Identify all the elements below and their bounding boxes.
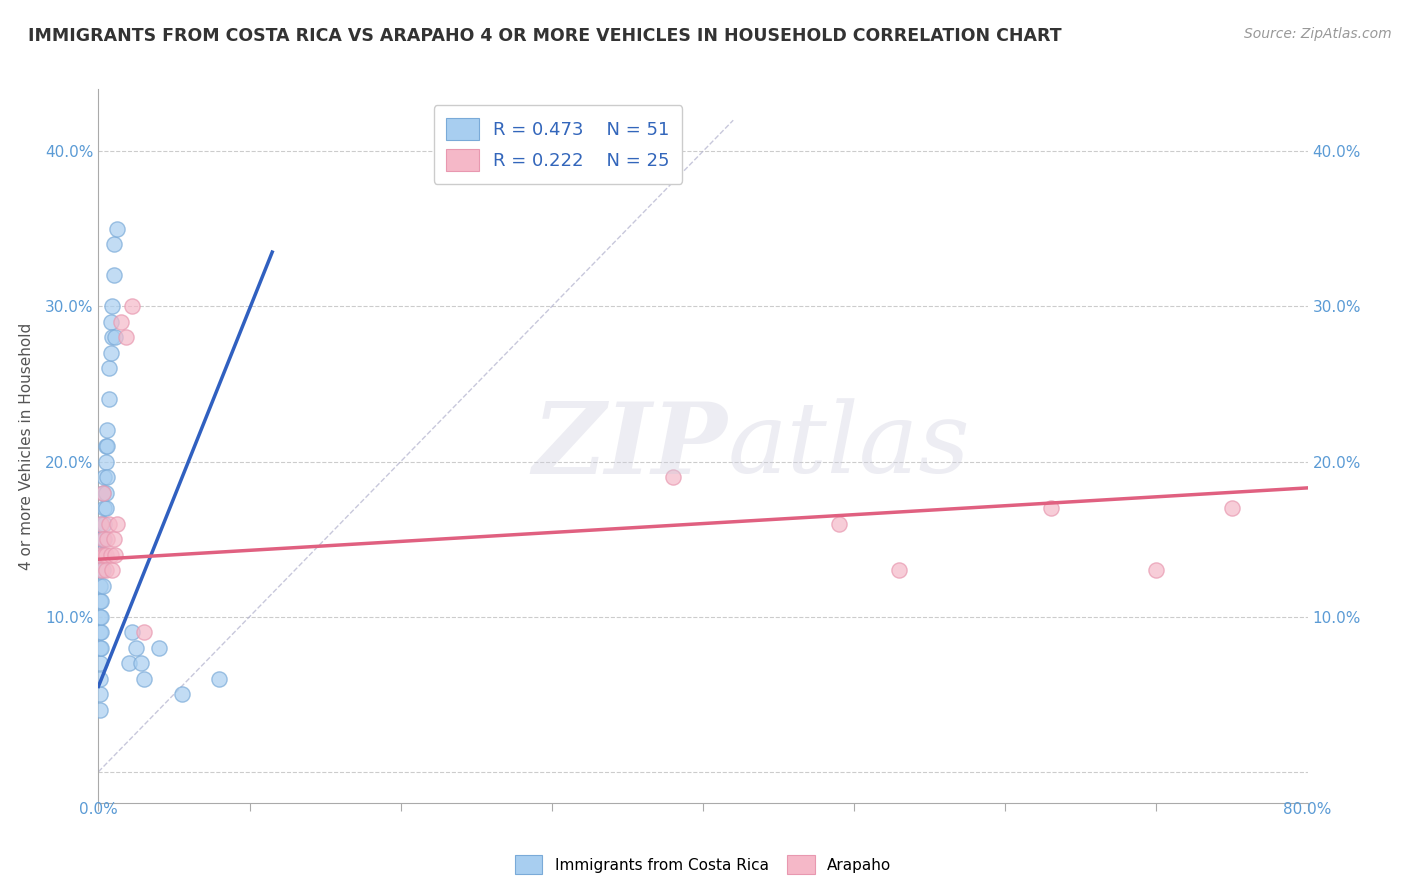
Point — [94, 439, 117, 453]
Point — [91, 548, 114, 562]
Point — [89, 548, 111, 562]
Point — [93, 532, 115, 546]
Point — [90, 640, 112, 655]
Point — [93, 470, 115, 484]
Point — [104, 548, 127, 562]
Point — [89, 640, 111, 655]
Y-axis label: 4 or more Vehicles in Household: 4 or more Vehicles in Household — [18, 322, 34, 570]
Point — [94, 501, 117, 516]
Point — [91, 563, 114, 577]
Point — [100, 346, 122, 360]
Point — [90, 563, 112, 577]
Point — [101, 299, 124, 313]
Legend: R = 0.473    N = 51, R = 0.222    N = 25: R = 0.473 N = 51, R = 0.222 N = 25 — [433, 105, 682, 184]
Text: 80.0%: 80.0% — [1284, 802, 1331, 817]
Point — [96, 424, 118, 438]
Point — [828, 516, 851, 531]
Point — [90, 594, 112, 608]
Point — [98, 361, 121, 376]
Point — [89, 656, 111, 670]
Point — [103, 268, 125, 283]
Point — [89, 609, 111, 624]
Point — [114, 330, 136, 344]
Point — [105, 222, 128, 236]
Point — [121, 299, 143, 313]
Point — [89, 579, 111, 593]
Point — [90, 516, 112, 531]
Point — [90, 516, 112, 531]
Text: ZIP: ZIP — [533, 398, 727, 494]
Point — [93, 501, 115, 516]
Point — [170, 687, 193, 701]
Point — [96, 439, 118, 453]
Point — [101, 563, 124, 577]
Point — [661, 470, 683, 484]
Point — [125, 640, 148, 655]
Point — [889, 563, 911, 577]
Point — [91, 485, 114, 500]
Point — [98, 392, 121, 407]
Point — [208, 672, 231, 686]
Point — [103, 532, 125, 546]
Point — [110, 315, 132, 329]
Point — [98, 516, 121, 531]
Point — [94, 485, 117, 500]
Point — [132, 625, 155, 640]
Point — [121, 625, 143, 640]
Point — [90, 548, 112, 562]
Point — [94, 563, 117, 577]
Point — [90, 532, 112, 546]
Point — [91, 579, 114, 593]
Text: atlas: atlas — [727, 399, 970, 493]
Point — [93, 548, 115, 562]
Point — [1039, 501, 1062, 516]
Point — [118, 656, 141, 670]
Point — [89, 703, 111, 717]
Point — [93, 516, 115, 531]
Point — [90, 625, 112, 640]
Text: IMMIGRANTS FROM COSTA RICA VS ARAPAHO 4 OR MORE VEHICLES IN HOUSEHOLD CORRELATIO: IMMIGRANTS FROM COSTA RICA VS ARAPAHO 4 … — [28, 27, 1062, 45]
Point — [94, 548, 117, 562]
Point — [148, 640, 170, 655]
Point — [89, 625, 111, 640]
Point — [129, 656, 152, 670]
Point — [1144, 563, 1167, 577]
Text: 0.0%: 0.0% — [79, 802, 118, 817]
Point — [104, 330, 127, 344]
Point — [103, 237, 125, 252]
Point — [101, 330, 124, 344]
Point — [94, 454, 117, 468]
Point — [91, 532, 114, 546]
Point — [90, 609, 112, 624]
Text: Source: ZipAtlas.com: Source: ZipAtlas.com — [1244, 27, 1392, 41]
Point — [89, 687, 111, 701]
Point — [100, 548, 122, 562]
Point — [1220, 501, 1243, 516]
Legend: Immigrants from Costa Rica, Arapaho: Immigrants from Costa Rica, Arapaho — [509, 849, 897, 880]
Point — [96, 470, 118, 484]
Point — [89, 563, 111, 577]
Point — [91, 532, 114, 546]
Point — [105, 516, 128, 531]
Point — [96, 532, 118, 546]
Point — [89, 672, 111, 686]
Point — [100, 315, 122, 329]
Point — [91, 485, 114, 500]
Point — [89, 594, 111, 608]
Point — [132, 672, 155, 686]
